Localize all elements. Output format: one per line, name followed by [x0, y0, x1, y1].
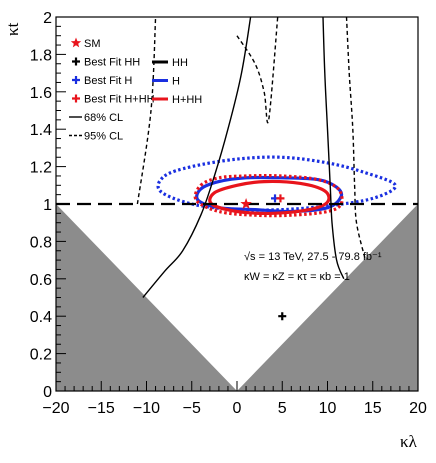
series-h-95-cl: [156, 155, 398, 212]
series-layer: [136, 16, 398, 298]
x-tick-label: 10: [319, 400, 337, 417]
legend-item: Best Fit H+HH: [72, 94, 155, 106]
y-tick-label: 1.8: [30, 47, 52, 64]
series-hh-95-cl-left: [136, 16, 157, 205]
points-layer: [240, 194, 287, 321]
series-hh-95-cl-upper: [236, 16, 279, 124]
legend-item: HH: [152, 57, 188, 69]
y-tick-label: 0.4: [30, 309, 52, 326]
y-tick-label: 1.6: [30, 85, 52, 102]
y-tick-label: 0.6: [30, 272, 52, 289]
legend-label: H+HH: [172, 94, 202, 106]
legend-label: 95% CL: [84, 131, 123, 143]
legend-star-icon: [70, 37, 82, 48]
x-tick-label: −5: [183, 400, 201, 417]
legend-label: SM: [84, 38, 101, 50]
legend-plus-icon: [72, 94, 80, 103]
x-tick-label: −10: [133, 400, 160, 417]
series-h-hh-68-cl: [208, 179, 331, 215]
legend-plus-icon: [72, 76, 80, 84]
series-hh-68-cl-left: [142, 16, 252, 298]
legend-item: H: [152, 76, 180, 88]
y-axis-label: κt: [3, 22, 22, 36]
legend-label: H: [172, 76, 180, 88]
legend-label: Best Fit H: [84, 75, 132, 87]
legend-item: 68% CL: [69, 112, 123, 124]
legend-label: Best Fit HH: [84, 57, 140, 69]
x-tick-label: 5: [278, 400, 287, 417]
y-tick-label: 2: [43, 10, 52, 27]
y-tick-label: 0.8: [30, 234, 52, 251]
legend-label: HH: [172, 57, 188, 69]
sm-point: [240, 198, 252, 209]
best-fit-hh-point: [278, 312, 287, 321]
y-tick-label: 1.2: [30, 160, 52, 177]
legend-label: Best Fit H+HH: [84, 94, 155, 106]
energy-annotation: √s = 13 TeV, 27.5 - 79.8 fb⁻¹: [244, 251, 382, 263]
legend-item: Best Fit H: [72, 75, 132, 87]
legend: SM Best Fit HH Best Fit H Best Fit H+HH 68% …: [69, 37, 202, 143]
legend-item: H+HH: [152, 94, 202, 106]
series-h-hh-95-cl: [193, 173, 344, 218]
coupling-annotation: κW = κZ = κτ = κb = 1: [244, 271, 350, 283]
ticks-layer: −20 −15 −10 −5 0 5 10 15 20 0 0.2 0.4 0.6 0.8 1 1.2 1.4 1…: [30, 10, 427, 417]
x-tick-label: 0: [233, 400, 242, 417]
y-tick-label: 1.4: [30, 122, 52, 139]
x-tick-label: −20: [42, 400, 69, 417]
legend-item: Best Fit HH: [72, 57, 140, 69]
x-tick-label: 20: [409, 400, 427, 417]
x-tick-label: −15: [88, 400, 115, 417]
legend-item: SM: [70, 37, 101, 50]
legend-plus-icon: [72, 57, 80, 66]
series-hh-95-cl-right: [345, 16, 367, 261]
x-tick-label: 15: [364, 400, 382, 417]
legend-item: 95% CL: [69, 131, 123, 143]
legend-label: 68% CL: [84, 112, 123, 124]
series-hh-68-cl-right: [322, 16, 345, 280]
best-fit-h-hh-point: [276, 194, 285, 203]
x-axis-label: κλ: [400, 432, 418, 451]
y-tick-label: 0.2: [30, 347, 52, 364]
excluded-region: [56, 204, 418, 391]
y-tick-label: 0: [43, 384, 52, 401]
y-tick-label: 1: [43, 197, 52, 214]
